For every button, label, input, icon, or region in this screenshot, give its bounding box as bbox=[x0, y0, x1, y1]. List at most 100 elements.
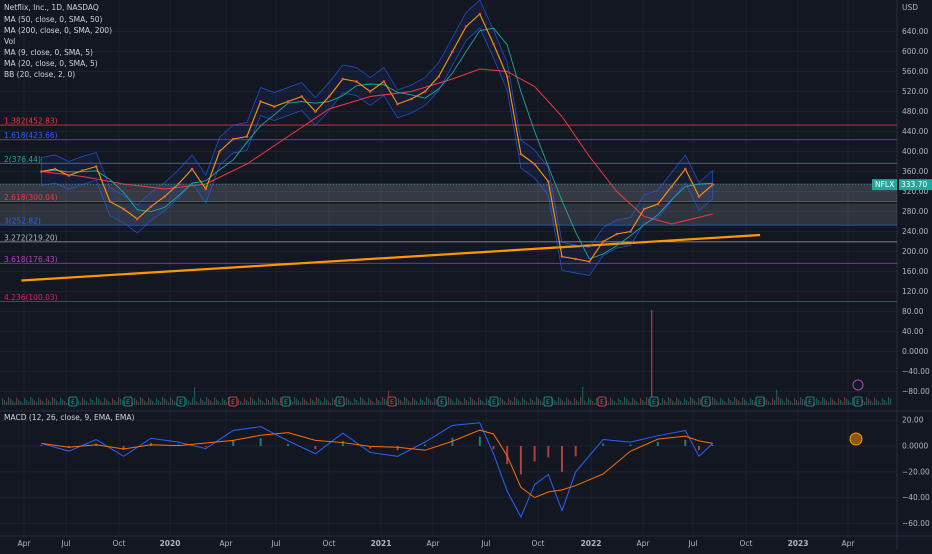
volume-bar bbox=[302, 397, 304, 405]
price-point bbox=[259, 100, 262, 103]
legend-macd[interactable]: MACD (12, 26, close, 9, EMA, EMA) bbox=[4, 413, 134, 422]
price-tick-label: −80.00 bbox=[902, 387, 930, 396]
volume-bar bbox=[66, 403, 68, 405]
volume-bar bbox=[462, 403, 464, 405]
volume-bar bbox=[666, 401, 668, 405]
volume-bar bbox=[4, 400, 6, 405]
volume-bar bbox=[242, 403, 244, 405]
price-point bbox=[108, 200, 112, 203]
volume-bar bbox=[682, 403, 684, 405]
chart-title: Netflix, Inc., 1D, NASDAQ bbox=[4, 3, 99, 12]
time-tick-label: 2020 bbox=[160, 539, 181, 548]
volume-bar bbox=[510, 400, 512, 405]
legend-ma20[interactable]: MA (20, close, 0, SMA, 5) bbox=[4, 59, 98, 68]
volume-bar bbox=[740, 402, 742, 405]
price-point bbox=[410, 97, 413, 101]
legend-ma50[interactable]: MA (50, close, 0, SMA, 50) bbox=[4, 15, 103, 24]
volume-bar bbox=[172, 399, 174, 405]
price-point bbox=[601, 240, 605, 243]
macd-hist-bar bbox=[492, 446, 495, 450]
price-point bbox=[505, 75, 509, 78]
volume-bar bbox=[688, 401, 690, 405]
fib-label: 1.618(423.66) bbox=[4, 131, 58, 140]
volume-bar bbox=[12, 400, 14, 405]
price-tick-label: 160.00 bbox=[902, 267, 928, 276]
volume-bar bbox=[420, 398, 422, 405]
volume-bar bbox=[556, 401, 558, 405]
volume-bar bbox=[446, 401, 448, 405]
legend-bb[interactable]: BB (20, close, 2, 0) bbox=[4, 70, 75, 79]
volume-bar bbox=[404, 397, 406, 405]
volume-bar bbox=[772, 398, 774, 405]
price-point bbox=[711, 183, 714, 186]
dividend-icon bbox=[852, 379, 864, 391]
macd-hist-bar bbox=[369, 446, 372, 449]
earnings-icon-label: E bbox=[856, 399, 860, 406]
volume-bar bbox=[794, 398, 796, 405]
volume-bar bbox=[348, 399, 350, 405]
volume-bar bbox=[80, 402, 82, 405]
volume-bar bbox=[862, 400, 864, 405]
last-price-symbol: NFLX bbox=[875, 180, 894, 189]
price-point bbox=[464, 25, 468, 28]
volume-bar bbox=[334, 400, 336, 405]
volume-bar bbox=[42, 401, 44, 405]
legend-ma9[interactable]: MA (9, close, 0, SMA, 5) bbox=[4, 48, 93, 57]
legend-ma200[interactable]: MA (200, close, 0, SMA, 200) bbox=[4, 26, 112, 35]
price-point bbox=[314, 110, 317, 113]
volume-bar bbox=[190, 402, 192, 405]
price-point bbox=[149, 205, 153, 208]
fib-label: 2(376.44) bbox=[4, 155, 41, 164]
time-tick-label: Jul bbox=[60, 539, 70, 548]
volume-bar bbox=[400, 400, 402, 405]
volume-bar bbox=[500, 397, 502, 405]
time-tick-label: Oct bbox=[323, 539, 336, 548]
volume-bar bbox=[648, 398, 650, 405]
volume-bar bbox=[736, 398, 738, 405]
volume-bar bbox=[606, 400, 608, 405]
volume-bar bbox=[226, 401, 228, 405]
volume-bar bbox=[750, 398, 752, 405]
legend-vol[interactable]: Vol bbox=[4, 37, 15, 46]
macd-hist-bar bbox=[259, 438, 262, 446]
volume-bar bbox=[14, 402, 16, 405]
macd-hist-bar bbox=[396, 446, 399, 451]
price-point bbox=[382, 80, 386, 83]
volume-bar bbox=[30, 397, 32, 405]
price-tick-label: 80.00 bbox=[902, 307, 924, 316]
volume-bar bbox=[678, 399, 680, 405]
earnings-icon-label: E bbox=[808, 399, 812, 406]
volume-bar bbox=[136, 400, 138, 405]
volume-bar bbox=[532, 400, 534, 405]
volume-bar bbox=[642, 400, 644, 405]
volume-bar bbox=[92, 400, 94, 405]
volume-bar bbox=[712, 397, 714, 405]
earnings-icon bbox=[701, 396, 711, 407]
volume-bar bbox=[540, 400, 542, 405]
price-tick-label: 0.0000 bbox=[902, 347, 928, 356]
macd-hist-bar bbox=[656, 441, 659, 446]
volume-bar bbox=[414, 399, 416, 405]
volume-bar bbox=[868, 398, 870, 405]
volume-bar bbox=[316, 397, 318, 405]
volume-bar bbox=[22, 403, 24, 405]
volume-bar bbox=[358, 401, 360, 405]
volume-bar bbox=[272, 397, 274, 405]
volume-bar bbox=[372, 401, 374, 405]
volume-bar bbox=[484, 403, 486, 405]
volume-bar bbox=[464, 398, 466, 405]
volume-bar bbox=[366, 402, 368, 405]
volume-bar bbox=[54, 398, 56, 405]
price-point bbox=[396, 102, 399, 106]
volume-bar bbox=[506, 403, 508, 405]
volume-bar bbox=[846, 398, 848, 405]
volume-bar bbox=[6, 401, 8, 405]
volume-bar bbox=[90, 398, 92, 405]
volume-bar bbox=[792, 403, 794, 405]
volume-bar bbox=[662, 398, 664, 405]
volume-bar bbox=[560, 398, 562, 405]
volume-bar bbox=[488, 400, 490, 405]
time-tick-label: Oct bbox=[532, 539, 545, 548]
